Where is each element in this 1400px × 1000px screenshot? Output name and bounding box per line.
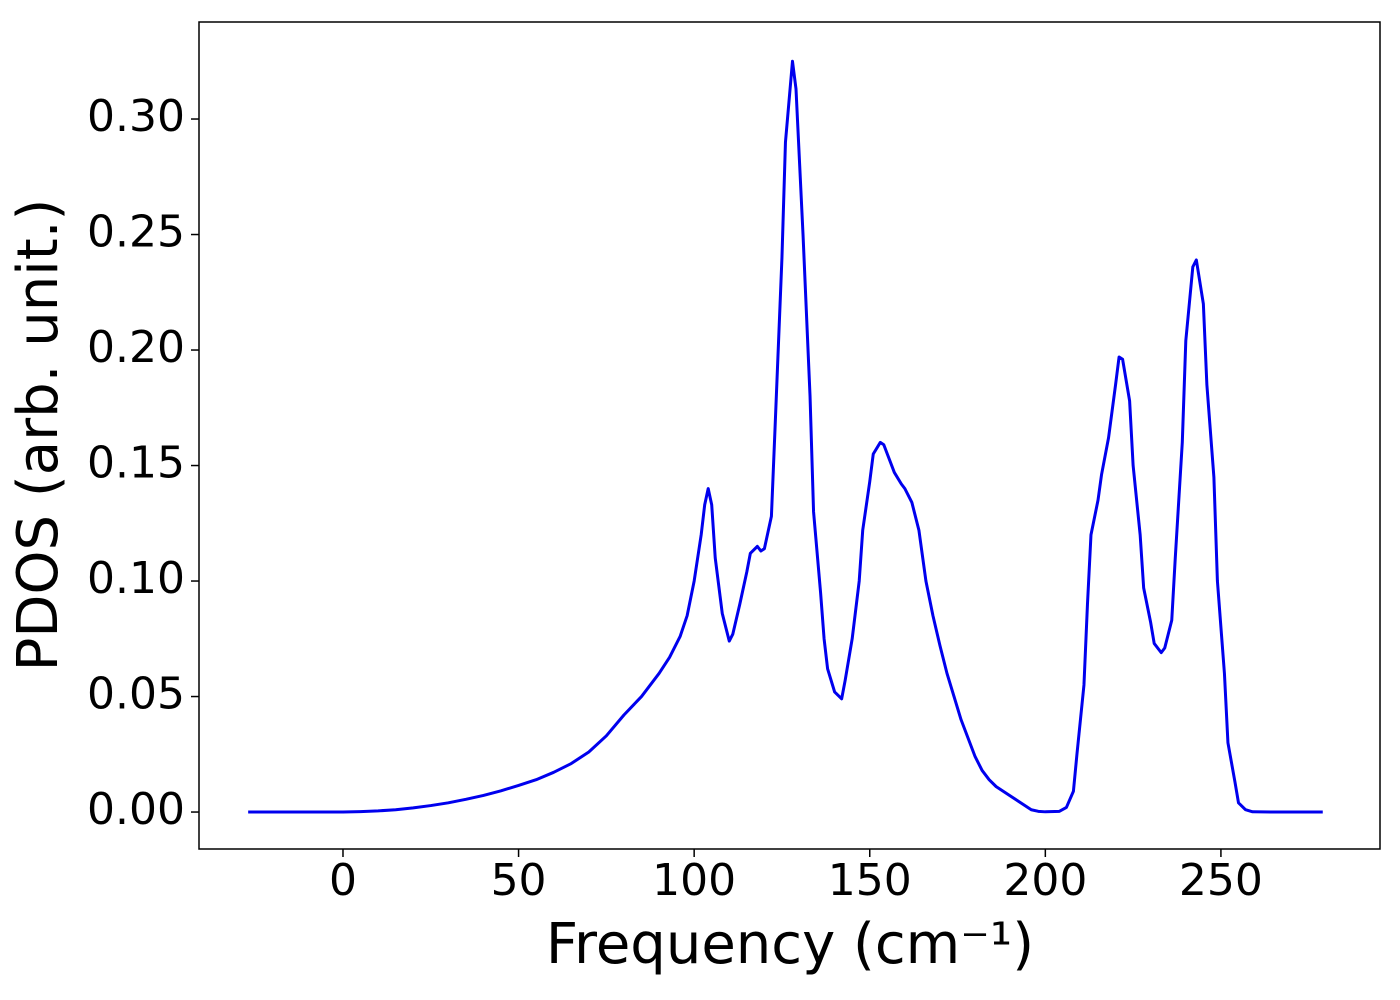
y-tick-label: 0.05 <box>87 669 185 720</box>
y-tick-label: 0.10 <box>87 553 185 604</box>
y-tick-label: 0.20 <box>87 322 185 373</box>
y-axis-label: PDOS (arb. unit.) <box>6 199 71 672</box>
line <box>248 59 1323 814</box>
x-tick-label: 0 <box>329 855 357 906</box>
x-tick-label: 100 <box>652 855 736 906</box>
x-tick-label: 200 <box>1003 855 1087 906</box>
x-tick-label: 250 <box>1179 855 1263 906</box>
y-tick-label: 0.00 <box>87 784 185 835</box>
y-tick-label: 0.30 <box>87 91 185 142</box>
y-tick-label: 0.15 <box>87 438 185 489</box>
plot-frame <box>198 21 1381 850</box>
x-axis-label: Frequency (cm⁻¹) <box>546 912 1034 977</box>
x-tick-label: 150 <box>828 855 912 906</box>
y-tick-label: 0.25 <box>87 207 185 258</box>
x-tick-label: 50 <box>491 855 547 906</box>
